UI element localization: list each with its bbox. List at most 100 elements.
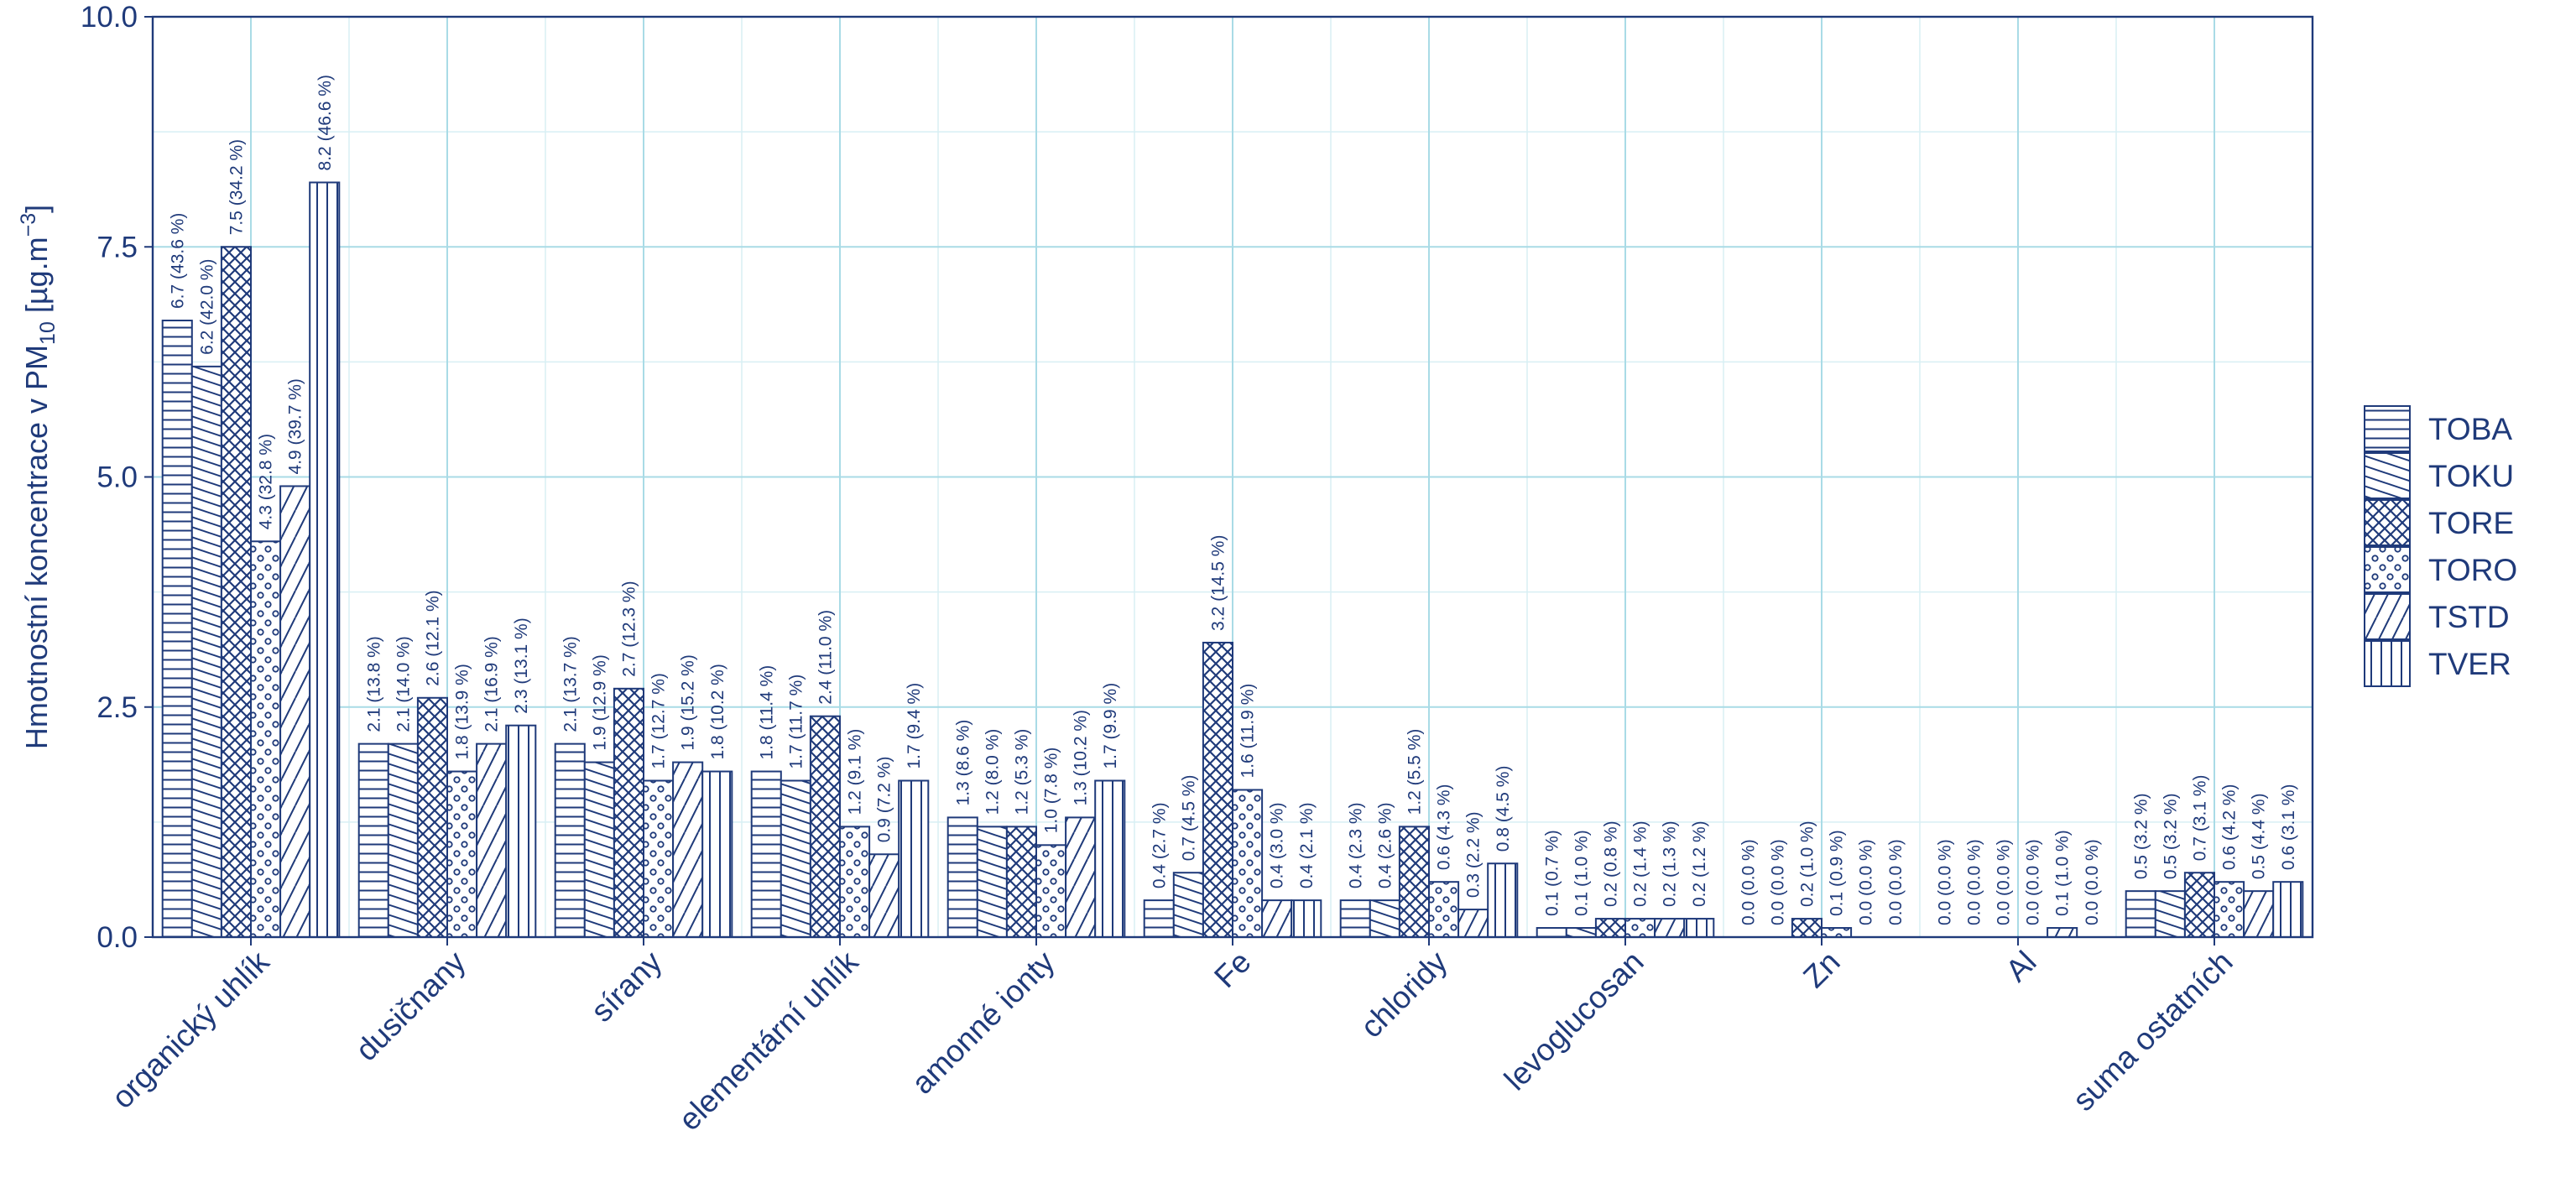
bar: [976, 826, 1008, 938]
bar: [2183, 872, 2215, 938]
bar: [839, 826, 871, 938]
legend: TOBA TOKU TORE TORO TSTD TVER: [2364, 405, 2517, 687]
data-label: 1.2 (9.1 %): [846, 729, 865, 815]
data-label: 0.0 (0.0 %): [1739, 839, 1758, 925]
data-label: 1.7 (11.7 %): [786, 675, 806, 769]
data-label: 2.1 (13.7 %): [561, 636, 580, 732]
x-tick-label: levoglucosan: [1498, 945, 1650, 1097]
data-label: 0.4 (2.7 %): [1150, 802, 1169, 888]
bar: [161, 320, 193, 938]
bar: [1398, 826, 1431, 938]
bar: [2047, 927, 2078, 939]
data-label: 0.0 (0.0 %): [2083, 839, 2102, 925]
bar: [2272, 881, 2304, 939]
data-label: 1.2 (5.5 %): [1405, 729, 1424, 815]
data-label: 0.0 (0.0 %): [1857, 839, 1876, 925]
data-label: 4.3 (32.8 %): [257, 434, 276, 529]
data-label: 1.8 (10.2 %): [708, 664, 727, 759]
data-label: 0.7 (3.1 %): [2190, 774, 2209, 861]
data-label: 0.0 (0.0 %): [1768, 839, 1787, 925]
bar: [898, 779, 930, 939]
bar: [1536, 927, 1567, 939]
data-label: 2.7 (12.3 %): [619, 581, 639, 676]
data-label: 0.0 (0.0 %): [1935, 839, 1954, 925]
bar: [613, 687, 645, 938]
bar: [1035, 844, 1067, 938]
y-tick-label: 5.0: [96, 461, 138, 494]
bars: [161, 181, 2304, 939]
legend-key: [2364, 593, 2411, 640]
data-label: 0.6 (3.1 %): [2279, 784, 2298, 870]
data-label: 0.2 (1.0 %): [1797, 821, 1817, 907]
y-tick-label: 10.0: [81, 1, 138, 34]
data-label: 0.8 (4.5 %): [1494, 766, 1513, 852]
bar: [190, 365, 222, 938]
bar: [387, 742, 419, 938]
data-label: 1.8 (13.9 %): [453, 664, 472, 759]
bar: [701, 770, 733, 938]
bar: [1565, 927, 1597, 939]
bar: [2243, 890, 2275, 939]
data-label: 0.1 (0.9 %): [1828, 830, 1847, 916]
legend-label: TVER: [2428, 647, 2511, 681]
bar: [250, 540, 282, 938]
x-tick-label: Zn: [1796, 945, 1847, 995]
bar: [583, 761, 615, 938]
data-label: 1.3 (8.6 %): [953, 720, 973, 806]
bar: [554, 742, 586, 938]
legend-label: TSTD: [2428, 600, 2510, 634]
data-label: 3.2 (14.5 %): [1208, 535, 1228, 631]
bar: [309, 181, 341, 938]
x-tick-label: amonné ionty: [905, 944, 1061, 1100]
data-label: 0.6 (4.3 %): [1435, 784, 1454, 870]
data-label: 0.9 (7.2 %): [875, 757, 894, 843]
y-tick-label: 2.5: [96, 691, 138, 724]
data-label: 1.0 (7.8 %): [1042, 748, 1061, 834]
x-tick-label: elementární uhlík: [672, 944, 865, 1137]
bar: [2214, 881, 2245, 939]
bar: [643, 779, 675, 939]
bar: [357, 742, 389, 938]
bar: [2125, 890, 2156, 939]
data-label: 2.3 (13.1 %): [512, 617, 531, 713]
x-tick-label: suma ostatních: [2066, 945, 2239, 1117]
data-label: 0.4 (3.0 %): [1268, 802, 1287, 888]
data-label: 0.7 (4.5 %): [1179, 774, 1198, 861]
bar: [1654, 918, 1686, 939]
bar: [1683, 918, 1715, 939]
bar: [1821, 927, 1853, 939]
data-label: 0.5 (3.2 %): [2161, 793, 2180, 879]
y-axis-title: Hmotnostní koncentrace v PM10 [µg.m−3]: [17, 205, 60, 749]
bar: [476, 742, 508, 938]
legend-key: [2364, 452, 2411, 499]
bar: [1005, 826, 1038, 938]
data-label: 1.8 (11.4 %): [757, 665, 776, 760]
bar: [220, 246, 252, 938]
x-tick-label: chloridy: [1354, 944, 1454, 1044]
bar: [946, 816, 978, 939]
legend-key: [2364, 499, 2411, 546]
x-tick-label: sírany: [584, 944, 669, 1029]
x-tick-label: organický uhlík: [105, 944, 276, 1115]
legend-label: TORE: [2428, 506, 2514, 540]
bar: [672, 761, 704, 938]
data-label: 2.1 (14.0 %): [394, 636, 413, 732]
data-labels: 6.7 (43.6 %) 2.1 (13.8 %) 2.1 (13.7 %) 1.8 …: [168, 75, 2298, 925]
legend-label: TORO: [2428, 553, 2517, 587]
data-label: 0.2 (1.4 %): [1631, 821, 1650, 907]
bar: [505, 724, 537, 938]
data-label: 0.6 (4.2 %): [2220, 784, 2240, 870]
legend-key: [2364, 405, 2411, 452]
data-label: 2.1 (13.8 %): [364, 636, 383, 732]
data-label: 7.5 (34.2 %): [227, 139, 246, 235]
data-label: 1.7 (12.7 %): [649, 673, 669, 768]
data-label: 1.2 (8.0 %): [983, 729, 1002, 815]
data-label: 6.2 (42.0 %): [197, 258, 216, 354]
y-tick-label: 0.0: [96, 921, 138, 954]
data-label: 0.1 (1.0 %): [2053, 830, 2073, 916]
data-label: 0.3 (2.2 %): [1464, 811, 1484, 898]
data-label: 0.2 (1.3 %): [1661, 821, 1680, 907]
data-label: 4.9 (39.7 %): [286, 378, 305, 474]
